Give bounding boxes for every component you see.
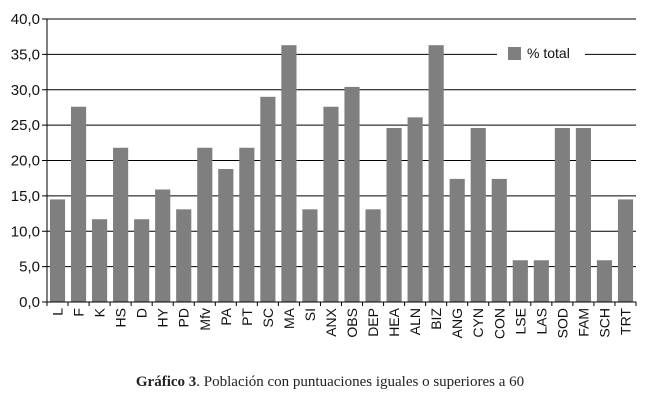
x-tick-label: PT: [239, 308, 255, 326]
x-tick-label: CYN: [470, 308, 486, 338]
bar: [470, 127, 486, 302]
y-tick-label: 0,0: [19, 294, 40, 311]
bar: [218, 168, 234, 302]
legend-swatch: [508, 47, 521, 60]
x-tick-label: HY: [155, 307, 171, 327]
bar: [407, 117, 423, 302]
y-tick-label: 15,0: [11, 188, 40, 205]
bar: [281, 45, 297, 303]
y-tick-label: 40,0: [11, 11, 40, 28]
legend-label: % total: [527, 45, 570, 61]
x-tick-label: BIZ: [428, 308, 444, 330]
x-tick-label: CON: [491, 308, 507, 339]
bar: [49, 199, 66, 302]
bar: [617, 199, 634, 302]
bar: [260, 96, 276, 302]
caption-label: Gráfico 3: [135, 374, 197, 390]
x-tick-label: HS: [113, 308, 129, 327]
figure-caption: Gráfico 3. Población con puntuaciones ig…: [0, 374, 660, 391]
y-tick-label: 30,0: [11, 82, 40, 99]
x-tick-label: D: [134, 308, 150, 318]
x-tick-label: F: [71, 308, 87, 317]
legend: % total: [497, 40, 585, 66]
bar: [134, 219, 150, 302]
y-tick-label: 10,0: [11, 223, 40, 240]
bar: [449, 178, 465, 302]
x-tick-label: FAM: [575, 308, 591, 337]
x-tick-label: ANX: [323, 307, 339, 336]
y-tick-label: 20,0: [11, 153, 40, 170]
bars: [49, 45, 634, 303]
bar: [323, 106, 339, 302]
x-tick-label: ANG: [449, 308, 465, 338]
caption-text: . Población con puntuaciones iguales o s…: [196, 374, 525, 390]
x-tick-label: SOD: [554, 308, 570, 338]
y-tick-label: 25,0: [11, 117, 40, 134]
y-tick-label: 35,0: [11, 46, 40, 63]
x-tick-label: OBS: [344, 308, 360, 338]
bar: [344, 86, 360, 302]
bar: [239, 147, 255, 302]
x-tick-label: SCH: [596, 308, 612, 338]
x-tick-label: LSE: [512, 308, 528, 334]
y-tick-label: 5,0: [19, 259, 40, 276]
x-tick-label: ALN: [407, 308, 423, 335]
bar: [512, 260, 528, 302]
bar: [70, 106, 87, 302]
bar: [113, 147, 129, 302]
x-tick-label: K: [92, 307, 108, 317]
x-tick-label: TRT: [617, 308, 633, 335]
bar: [92, 219, 108, 302]
bar: [302, 209, 318, 302]
x-tick-label: L: [50, 308, 66, 316]
bar: [428, 45, 444, 303]
bar: [365, 209, 381, 302]
bar: [491, 178, 507, 302]
x-tick-label: DEP: [365, 308, 381, 337]
bar-chart: 0,0 5,0 10,0 15,0 20,0 25,0 30,0 35,0 40,0 L F K HS…: [11, 11, 637, 339]
x-axis-ticks: L F K HS D HY PD Mfv PA PT SC MA SI ANX OBS DEP HEA ALN BI…: [46, 302, 637, 339]
x-tick-label: HEA: [386, 307, 402, 336]
x-tick-label: LAS: [533, 308, 549, 334]
bar: [554, 127, 570, 302]
x-tick-label: MA: [281, 307, 297, 329]
x-tick-label: PA: [218, 307, 234, 325]
bar: [575, 127, 591, 302]
bar: [176, 209, 192, 302]
x-tick-label: PD: [176, 308, 192, 327]
y-axis-ticks: 0,0 5,0 10,0 15,0 20,0 25,0 30,0 35,0 40,0: [11, 11, 47, 311]
axes: [46, 19, 636, 303]
bar: [386, 127, 402, 302]
bar: [155, 189, 171, 302]
bar: [197, 147, 213, 302]
bar: [596, 260, 613, 302]
x-tick-label: Mfv: [197, 308, 213, 331]
x-tick-label: SI: [302, 308, 318, 321]
x-tick-label: SC: [260, 308, 276, 327]
bar: [533, 260, 549, 302]
